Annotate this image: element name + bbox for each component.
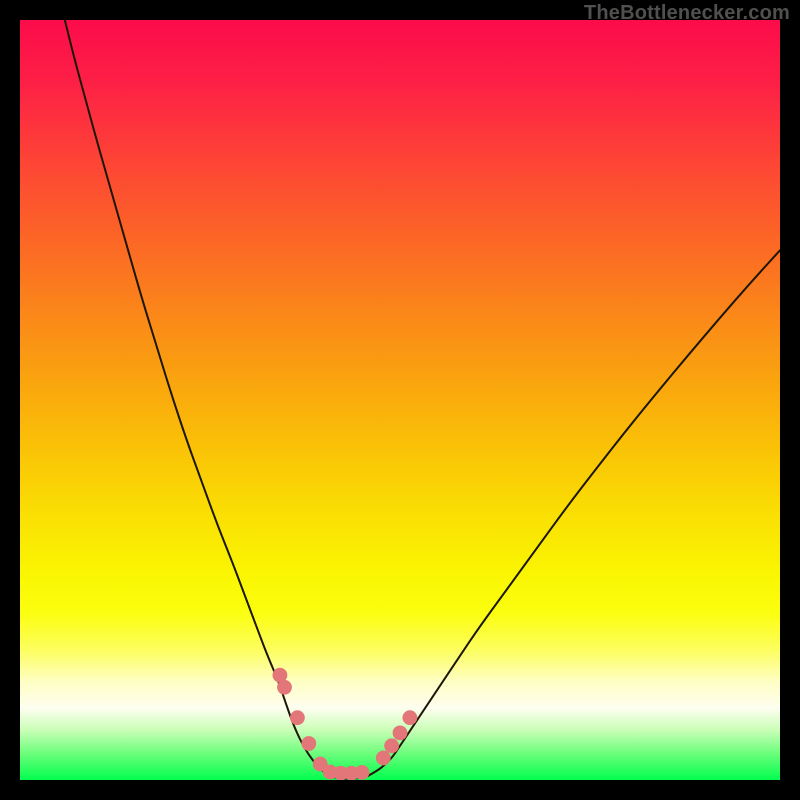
data-dot [384, 738, 399, 753]
chart-frame: TheBottlenecker.com [0, 0, 800, 800]
data-dot [277, 680, 292, 695]
data-dot [376, 751, 391, 766]
border-right [780, 0, 800, 800]
border-left [0, 0, 20, 800]
data-dot [301, 736, 316, 751]
data-dot [402, 710, 417, 725]
gradient-background [20, 20, 780, 780]
data-dot [355, 765, 370, 780]
plot-area [20, 20, 780, 780]
border-bot [0, 780, 800, 800]
data-dot [290, 710, 305, 725]
plot-svg [20, 20, 780, 780]
data-dot [393, 725, 408, 740]
